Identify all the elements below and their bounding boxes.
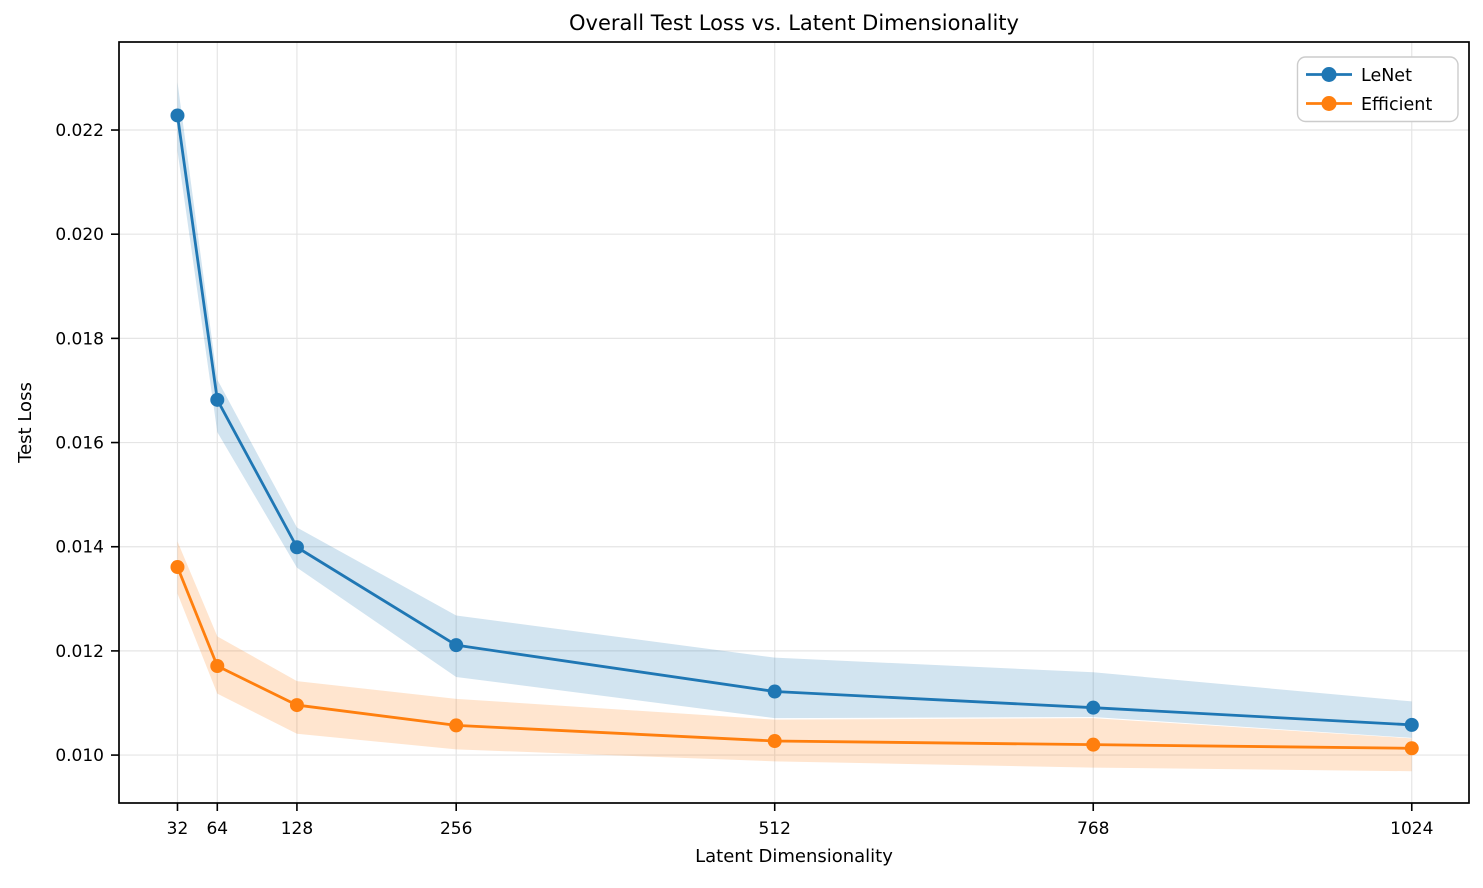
data-point-marker bbox=[170, 560, 185, 575]
x-tick-label: 768 bbox=[1077, 819, 1109, 839]
y-tick-label: 0.012 bbox=[55, 642, 104, 662]
data-point-marker bbox=[289, 540, 304, 555]
x-tick-label: 512 bbox=[758, 819, 790, 839]
y-tick-label: 0.010 bbox=[55, 746, 104, 766]
data-point-marker bbox=[449, 638, 464, 653]
y-tick-label: 0.014 bbox=[55, 538, 104, 558]
x-tick-label: 64 bbox=[206, 819, 228, 839]
legend-marker-icon bbox=[1321, 96, 1337, 111]
data-point-marker bbox=[1404, 741, 1419, 756]
axis-ticks: 32 64 128 256 512 768 1024 0.010 0.012 0.014 0.016… bbox=[55, 121, 1433, 839]
legend-label: Efficient bbox=[1361, 95, 1432, 115]
legend-marker-icon bbox=[1321, 67, 1337, 82]
x-axis-label: Latent Dimensionality bbox=[695, 846, 893, 867]
y-tick-label: 0.022 bbox=[55, 121, 104, 141]
data-point-marker bbox=[767, 734, 782, 749]
x-tick-label: 1024 bbox=[1390, 819, 1433, 839]
y-tick-label: 0.020 bbox=[55, 225, 104, 245]
y-axis-label: Test Loss bbox=[15, 382, 36, 464]
data-point-marker bbox=[1086, 700, 1101, 715]
confidence-bands bbox=[177, 82, 1412, 772]
data-point-marker bbox=[210, 392, 225, 407]
legend-item: LeNet bbox=[1306, 66, 1412, 86]
x-tick-label: 256 bbox=[440, 819, 472, 839]
grid bbox=[119, 42, 1469, 803]
series-lines bbox=[176, 114, 1414, 750]
data-point-marker bbox=[1086, 737, 1101, 752]
data-point-marker bbox=[1404, 717, 1419, 732]
legend-item: Efficient bbox=[1306, 95, 1432, 115]
data-point-marker bbox=[210, 659, 225, 674]
data-point-marker bbox=[289, 698, 304, 713]
data-point-marker bbox=[767, 684, 782, 699]
y-tick-label: 0.018 bbox=[55, 329, 104, 349]
plot-border bbox=[118, 41, 1470, 804]
data-point-markers bbox=[170, 108, 1419, 756]
chart-title: Overall Test Loss vs. Latent Dimensional… bbox=[569, 11, 1019, 35]
x-tick-label: 128 bbox=[281, 819, 313, 839]
data-point-marker bbox=[449, 718, 464, 733]
legend-label: LeNet bbox=[1361, 66, 1412, 86]
legend: LeNet Efficient bbox=[1296, 56, 1459, 123]
confidence-band bbox=[177, 541, 1412, 772]
series-line bbox=[176, 114, 1414, 727]
data-point-marker bbox=[170, 108, 185, 123]
x-tick-label: 32 bbox=[167, 819, 189, 839]
y-tick-label: 0.016 bbox=[55, 434, 104, 454]
confidence-band bbox=[177, 82, 1412, 738]
